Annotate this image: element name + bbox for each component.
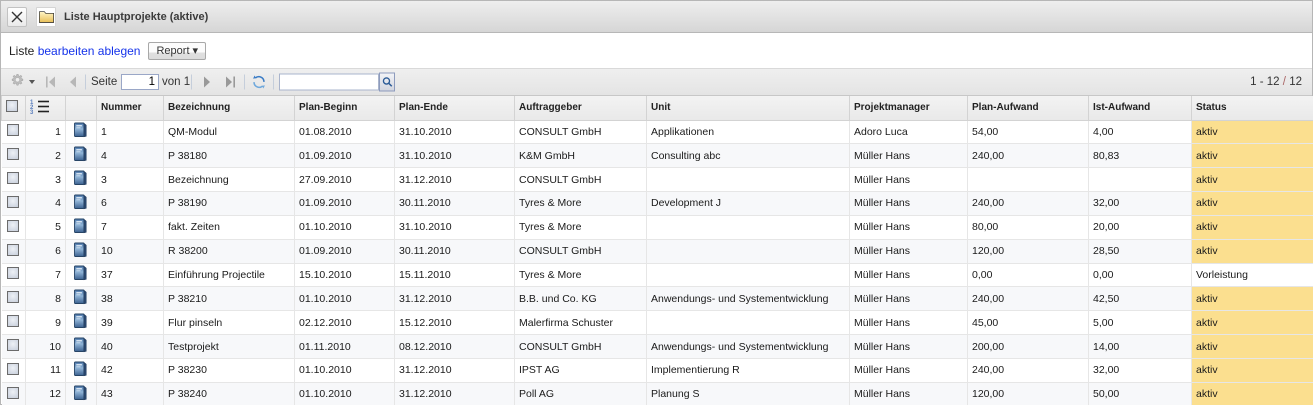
- svg-text:3: 3: [30, 110, 34, 114]
